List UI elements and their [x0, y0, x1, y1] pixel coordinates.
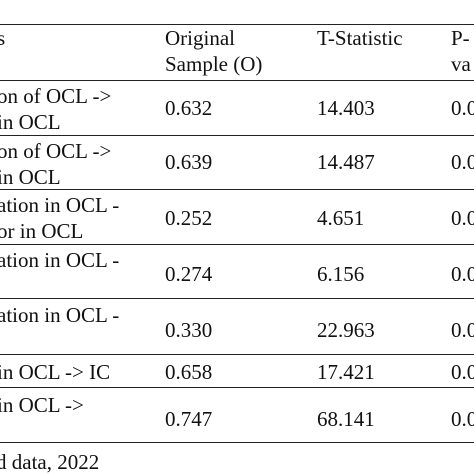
row-7-original-sample: 0.747 [165, 407, 213, 431]
row-5-original-sample: 0.330 [165, 318, 213, 342]
row-7-path: in OCL -> [0, 392, 84, 418]
header-p-value-line2: va [451, 52, 471, 76]
row-6-t-statistic: 17.421 [317, 360, 375, 384]
row-2-path-line1: on of OCL -> [0, 139, 112, 163]
header-original-sample-line1: Original [165, 26, 235, 50]
row-1-t-statistic: 14.403 [317, 96, 375, 120]
header-p-value-line1: P- [451, 26, 470, 50]
row-divider [0, 189, 474, 190]
row-5-path-line1: ation in OCL - [0, 303, 120, 327]
row-1-path-line1: on of OCL -> [0, 84, 112, 108]
row-7-p-value: 0.0 [451, 407, 474, 431]
header-original-sample: Original Sample (O) [165, 25, 262, 77]
row-2-t-statistic: 14.487 [317, 150, 375, 174]
row-4-path: ation in OCL - [0, 247, 119, 273]
row-1-path: on of OCL -> in OCL [0, 83, 111, 135]
row-1-p-value: 0.0 [451, 96, 474, 120]
row-1-original-sample: 0.632 [165, 96, 213, 120]
header-t-statistic: T-Statistic [317, 26, 403, 50]
table-top-rule [0, 24, 474, 25]
row-3-path: ation in OCL - or in OCL [0, 192, 119, 244]
row-6-original-sample: 0.658 [165, 360, 213, 384]
row-3-original-sample: 0.252 [165, 206, 213, 230]
row-divider [0, 354, 474, 355]
row-4-p-value: 0.0 [451, 262, 474, 286]
header-bottom-rule [0, 80, 474, 81]
row-5-p-value: 0.0 [451, 318, 474, 342]
header-p-value: P- va [451, 25, 471, 77]
row-3-path-line2: or in OCL [0, 219, 84, 243]
header-label: s [0, 26, 6, 50]
row-3-t-statistic: 4.651 [317, 206, 365, 230]
source-note: d data, 2022 [0, 450, 100, 474]
row-2-p-value: 0.0 [451, 150, 474, 174]
row-7-path-line1: in OCL -> [0, 393, 84, 417]
header-original-sample-line2: Sample (O) [165, 52, 263, 76]
table-bottom-rule [0, 442, 474, 443]
row-7-t-statistic: 68.141 [317, 407, 375, 431]
row-divider [0, 298, 474, 299]
row-2-path-line2: in OCL [0, 165, 61, 189]
row-6-path: in OCL -> IC [0, 359, 110, 385]
row-2-original-sample: 0.639 [165, 150, 213, 174]
row-2-path: on of OCL -> in OCL [0, 138, 111, 190]
row-1-path-line2: in OCL [0, 110, 61, 134]
row-divider [0, 387, 474, 388]
row-divider [0, 244, 474, 245]
row-3-p-value: 0.0 [451, 206, 474, 230]
row-4-t-statistic: 6.156 [317, 262, 365, 286]
row-3-path-line1: ation in OCL - [0, 193, 120, 217]
row-6-p-value: 0.0 [451, 360, 474, 384]
row-6-path-line1: in OCL -> IC [0, 360, 111, 384]
row-5-path: ation in OCL - [0, 302, 119, 328]
row-5-t-statistic: 22.963 [317, 318, 375, 342]
row-4-path-line1: ation in OCL - [0, 248, 120, 272]
row-divider [0, 135, 474, 136]
row-4-original-sample: 0.274 [165, 262, 213, 286]
